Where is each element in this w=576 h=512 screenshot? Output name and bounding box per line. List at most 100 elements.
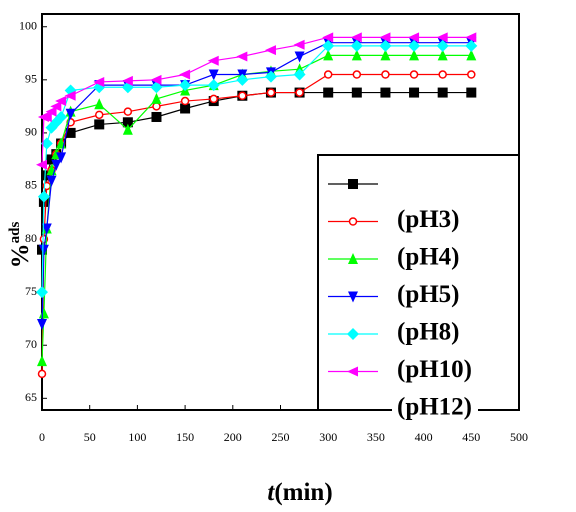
y-tick-label: 75	[25, 284, 37, 298]
marker	[50, 101, 62, 112]
marker	[350, 39, 363, 52]
marker	[348, 217, 358, 226]
marker	[238, 91, 247, 100]
marker	[41, 170, 52, 181]
x-label-italic: t	[267, 479, 275, 506]
marker	[293, 39, 305, 50]
marker	[122, 123, 133, 135]
marker	[323, 70, 333, 79]
marker	[352, 70, 362, 79]
marker	[380, 49, 391, 61]
legend-label: (pH8)	[397, 319, 460, 346]
marker	[323, 49, 334, 61]
y-tick-label: 85	[25, 178, 37, 192]
marker	[55, 110, 68, 123]
y-label-sub: ads	[7, 222, 23, 244]
x-tick-label: 50	[84, 430, 96, 444]
marker	[37, 369, 47, 379]
legend-label-bg	[392, 319, 478, 349]
legend-label: (pH10)	[397, 356, 472, 383]
x-tick-label: 200	[224, 430, 242, 444]
marker	[37, 355, 47, 367]
marker	[94, 119, 105, 130]
y-tick-label: 95	[25, 72, 37, 86]
marker	[236, 51, 248, 62]
marker	[46, 154, 57, 165]
marker	[93, 76, 105, 87]
marker	[409, 87, 420, 98]
marker	[56, 152, 67, 164]
marker	[466, 49, 477, 61]
marker	[465, 39, 478, 52]
y-axis-label: %ads	[7, 222, 34, 269]
legend-label-bg	[392, 281, 478, 312]
marker	[436, 39, 449, 52]
x-tick-label: 150	[176, 430, 194, 444]
marker	[123, 107, 133, 116]
x-tick-label: 450	[462, 430, 480, 444]
legend-label: (pH3)	[397, 206, 460, 233]
marker	[40, 111, 52, 122]
marker	[322, 32, 334, 43]
marker	[94, 98, 105, 110]
marker	[438, 70, 447, 79]
marker	[65, 108, 76, 120]
legend-label: (pH4)	[397, 244, 460, 271]
marker	[351, 87, 362, 98]
marker	[37, 319, 47, 331]
marker	[264, 70, 277, 83]
marker	[151, 111, 162, 122]
x-tick-label: 300	[319, 430, 337, 444]
y-label: %	[7, 243, 34, 268]
legend-label-bg	[392, 206, 478, 237]
marker	[150, 81, 163, 94]
marker	[264, 45, 276, 56]
marker	[350, 32, 362, 43]
marker	[348, 253, 358, 264]
marker	[409, 49, 420, 61]
marker	[437, 49, 448, 61]
marker	[64, 90, 76, 101]
marker	[379, 32, 391, 43]
marker	[51, 159, 62, 171]
marker	[179, 69, 191, 80]
marker	[38, 244, 49, 256]
marker	[348, 291, 358, 303]
y-tick-label: 100	[19, 18, 37, 32]
marker	[236, 73, 249, 86]
marker	[41, 223, 52, 235]
marker	[180, 96, 190, 106]
marker	[36, 159, 47, 170]
x-tick-label: 350	[367, 430, 385, 444]
marker	[379, 39, 392, 52]
marker	[150, 74, 162, 85]
y-tick-label: 65	[25, 390, 37, 404]
marker	[408, 39, 421, 52]
marker	[437, 87, 448, 98]
marker	[55, 96, 67, 107]
y-tick-label: 80	[25, 231, 37, 245]
marker	[180, 103, 191, 114]
marker	[208, 69, 219, 81]
marker	[207, 55, 219, 66]
marker	[36, 286, 48, 299]
marker	[38, 307, 49, 319]
marker	[40, 137, 53, 150]
legend-label-bg	[392, 394, 478, 424]
legend-label: (pH12)	[397, 394, 472, 421]
x-tick-label: 0	[39, 430, 45, 444]
marker	[351, 49, 362, 61]
marker	[179, 79, 192, 92]
marker	[347, 328, 359, 340]
marker	[65, 127, 76, 138]
legend-label: (pH5)	[397, 281, 460, 308]
x-tick-label: 100	[128, 430, 146, 444]
marker	[45, 106, 57, 117]
marker	[409, 70, 419, 79]
series-line	[41, 36, 472, 165]
marker	[295, 88, 304, 97]
marker	[322, 39, 335, 52]
marker	[465, 32, 477, 43]
x-axis-label: t(min)	[267, 479, 332, 506]
